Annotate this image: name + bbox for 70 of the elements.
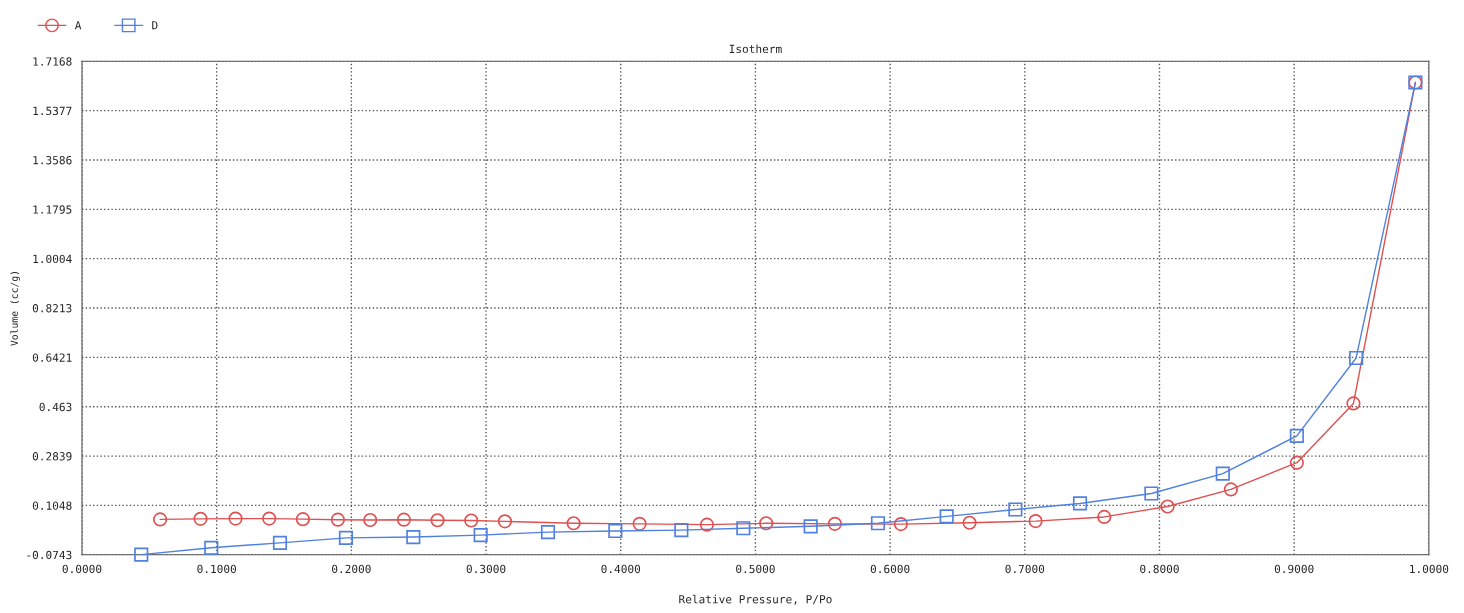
- x-tick-label: 0.9000: [1274, 564, 1314, 574]
- x-axis-title: Relative Pressure, P/Po: [679, 594, 832, 605]
- y-tick-label: 0.1048: [32, 501, 72, 510]
- y-axis-title: Volume (cc/g): [10, 272, 20, 346]
- point: [262, 511, 277, 526]
- point: [1215, 466, 1230, 481]
- point: [228, 511, 243, 526]
- point: [464, 513, 479, 528]
- point: [430, 513, 445, 528]
- point: [396, 512, 411, 527]
- point: [1346, 396, 1361, 411]
- x-tick-label: 0.1000: [197, 564, 237, 574]
- point: [827, 516, 842, 531]
- point: [1028, 513, 1043, 529]
- x-tick-label: 0.3000: [466, 564, 506, 574]
- x-tick-label: 1.0000: [1410, 564, 1449, 574]
- y-tick-label: 1.1795: [33, 205, 72, 214]
- x-tick-label: 0.6000: [870, 564, 910, 574]
- point: [1289, 455, 1304, 470]
- point: [338, 530, 354, 545]
- point: [1289, 428, 1304, 444]
- point: [363, 512, 378, 528]
- point: [803, 519, 818, 534]
- point: [1008, 502, 1023, 517]
- point: [134, 547, 149, 562]
- y-tick-label: 1.0004: [33, 254, 72, 264]
- legend-label: A: [74, 21, 82, 30]
- y-tick-label: 0.463: [39, 402, 72, 412]
- point: [1072, 496, 1088, 511]
- point: [699, 517, 715, 532]
- point: [736, 521, 751, 536]
- y-tick-label: 1.5377: [33, 106, 72, 116]
- point: [608, 523, 623, 539]
- point: [153, 512, 168, 527]
- chart-title: Isotherm: [729, 44, 782, 54]
- y-tick-label: 0.2839: [32, 452, 72, 461]
- point: [674, 523, 689, 538]
- point: [330, 512, 345, 527]
- point: [870, 516, 886, 531]
- y-tick-label: 1.7168: [33, 57, 72, 66]
- point: [473, 528, 488, 543]
- x-tick-label: 0.2000: [332, 564, 371, 574]
- point: [204, 540, 219, 555]
- point: [1097, 509, 1112, 525]
- point: [1144, 486, 1159, 501]
- y-tick-label: -0.0743: [27, 550, 72, 560]
- point: [1223, 482, 1238, 497]
- y-tick-label: 1.3586: [33, 155, 72, 165]
- x-tick-label: 0.8000: [1140, 564, 1179, 574]
- x-tick-label: 0.4000: [601, 564, 641, 574]
- point: [939, 509, 954, 524]
- y-tick-label: 0.6421: [32, 353, 72, 362]
- point: [540, 525, 556, 540]
- point: [406, 529, 421, 545]
- point: [1160, 499, 1175, 514]
- point: [1349, 350, 1364, 366]
- x-tick-label: 0.7000: [1005, 564, 1045, 574]
- point: [193, 511, 208, 526]
- point: [272, 535, 288, 550]
- point: [632, 516, 647, 531]
- x-tick-label: 0.0000: [62, 564, 102, 574]
- y-tick-label: 0.8213: [32, 304, 72, 313]
- point: [962, 515, 977, 530]
- x-tick-label: 0.5000: [736, 564, 775, 574]
- point: [295, 512, 310, 527]
- point: [566, 516, 581, 531]
- point: [759, 516, 774, 531]
- point: [893, 517, 908, 532]
- legend-label: D: [152, 21, 158, 30]
- point: [497, 514, 512, 529]
